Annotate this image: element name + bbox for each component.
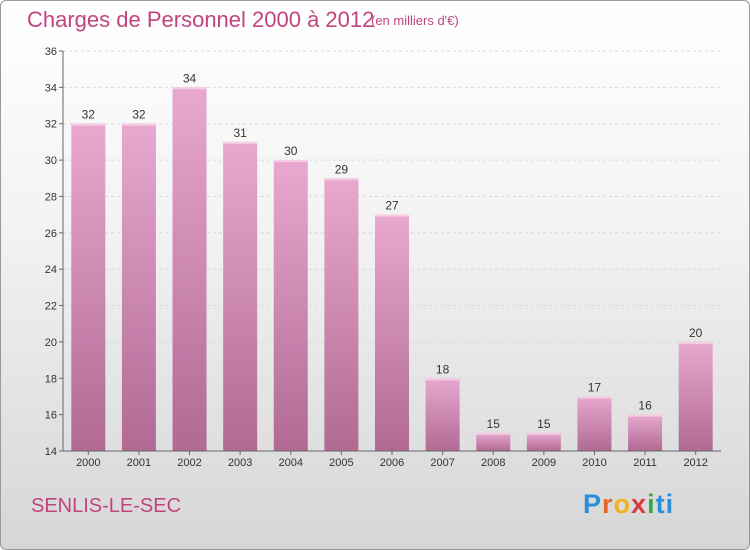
bar-2008 bbox=[476, 432, 511, 451]
x-tick-label-2010: 2010 bbox=[582, 457, 606, 469]
value-label-2003: 31 bbox=[233, 126, 247, 140]
bar-top-edge bbox=[71, 123, 106, 126]
y-tick-label: 18 bbox=[45, 373, 57, 385]
x-tick-label-2001: 2001 bbox=[127, 457, 151, 469]
y-tick-label: 22 bbox=[45, 301, 57, 313]
value-label-2008: 15 bbox=[487, 417, 501, 431]
value-label-2012: 20 bbox=[689, 326, 703, 340]
value-label-2004: 30 bbox=[284, 144, 298, 158]
commune-name: SENLIS-LE-SEC bbox=[31, 495, 182, 517]
proxiti-logo: Proxiti bbox=[583, 489, 675, 519]
bar-top-edge bbox=[476, 432, 511, 435]
bar-2009 bbox=[526, 432, 561, 451]
y-tick-label: 26 bbox=[45, 228, 57, 240]
bar-top-edge bbox=[223, 141, 258, 144]
bar-top-edge bbox=[425, 378, 460, 381]
x-tick-label-2000: 2000 bbox=[76, 457, 100, 469]
value-label-2010: 17 bbox=[588, 380, 602, 394]
y-tick-label: 20 bbox=[45, 337, 57, 349]
chart-title: Charges de Personnel 2000 à 2012 bbox=[27, 7, 375, 32]
y-tick-label: 14 bbox=[45, 446, 57, 458]
bar-2007 bbox=[425, 378, 460, 451]
axes bbox=[59, 50, 721, 455]
y-tick-label: 34 bbox=[45, 82, 57, 94]
y-tick-label: 28 bbox=[45, 191, 57, 203]
bar-top-edge bbox=[577, 396, 612, 399]
y-tick-label: 30 bbox=[45, 155, 57, 167]
bar-2004 bbox=[273, 160, 308, 451]
bar-2010 bbox=[577, 396, 612, 451]
bars bbox=[71, 87, 713, 452]
y-tick-label: 36 bbox=[45, 46, 57, 58]
bar-2000 bbox=[71, 123, 106, 452]
value-label-2009: 15 bbox=[537, 417, 551, 431]
value-label-2011: 16 bbox=[638, 399, 652, 413]
bar-top-edge bbox=[324, 178, 359, 181]
bar-top-edge bbox=[375, 214, 409, 217]
bar-2003 bbox=[223, 141, 258, 451]
bar-top-edge bbox=[678, 341, 713, 344]
labels: 14 16 18 20 22 24 26 28 30 32 34 36 32 2000 32 2001 34 20… bbox=[45, 46, 708, 469]
value-label-2007: 18 bbox=[436, 362, 450, 376]
bar-chart: 14 16 18 20 22 24 26 28 30 32 34 36 32 2000 32 2001 34 20… bbox=[45, 46, 721, 469]
bar-top-edge bbox=[172, 87, 207, 90]
x-tick-label-2003: 2003 bbox=[228, 457, 252, 469]
bar-2006 bbox=[375, 214, 409, 451]
x-tick-label-2005: 2005 bbox=[329, 457, 353, 469]
y-tick-label: 16 bbox=[45, 410, 57, 422]
value-label-2000: 32 bbox=[82, 108, 96, 122]
x-tick-label-2004: 2004 bbox=[279, 457, 303, 469]
bar-top-edge bbox=[526, 432, 561, 435]
bar-top-edge bbox=[121, 123, 156, 126]
x-tick-label-2012: 2012 bbox=[683, 457, 707, 469]
bar-2001 bbox=[121, 123, 156, 452]
bar-top-edge bbox=[273, 160, 308, 163]
y-tick-label: 24 bbox=[45, 264, 57, 276]
x-tick-label-2002: 2002 bbox=[177, 457, 201, 469]
chart-subtitle: (en milliers d'€) bbox=[371, 13, 459, 28]
x-tick-label-2011: 2011 bbox=[633, 457, 657, 469]
value-label-2001: 32 bbox=[132, 108, 146, 122]
bar-2002 bbox=[172, 87, 207, 451]
value-label-2005: 29 bbox=[335, 162, 349, 176]
value-label-2002: 34 bbox=[183, 71, 197, 85]
bar-2012 bbox=[678, 341, 713, 451]
x-tick-label-2007: 2007 bbox=[430, 457, 454, 469]
bar-top-edge bbox=[628, 414, 663, 417]
x-tick-label-2008: 2008 bbox=[481, 457, 505, 469]
x-tick-label-2006: 2006 bbox=[380, 457, 404, 469]
bar-2005 bbox=[324, 178, 359, 452]
bar-2011 bbox=[628, 414, 663, 451]
y-tick-label: 32 bbox=[45, 119, 57, 131]
value-label-2006: 27 bbox=[385, 199, 399, 213]
x-tick-label-2009: 2009 bbox=[532, 457, 556, 469]
